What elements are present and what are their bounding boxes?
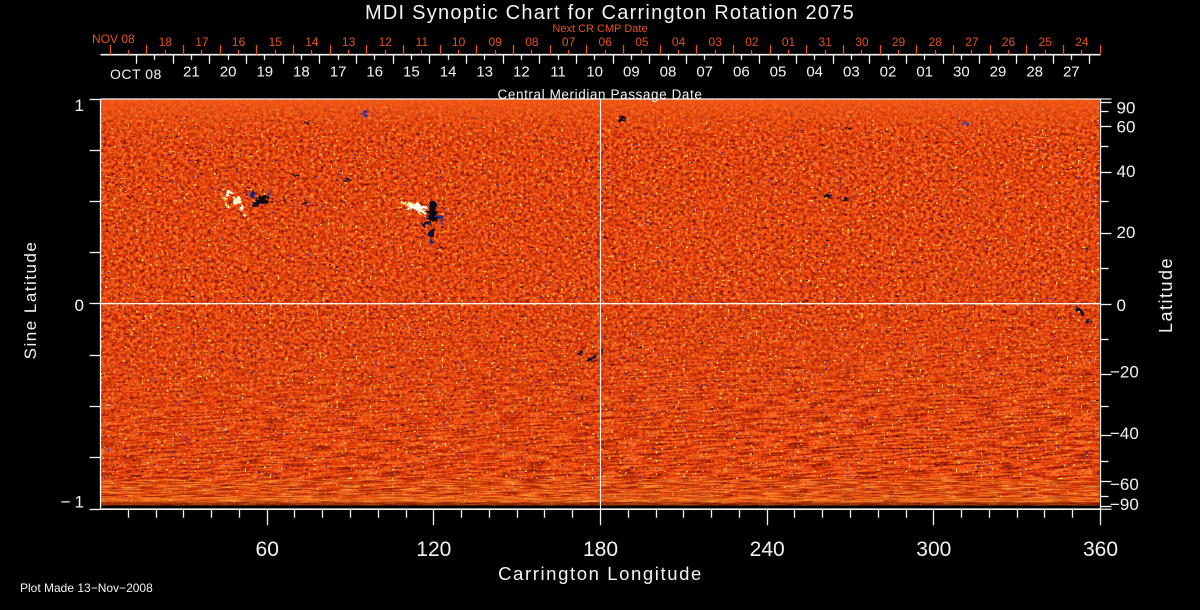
svg-text:240: 240 bbox=[750, 538, 785, 561]
svg-text:1: 1 bbox=[75, 96, 84, 115]
svg-text:15: 15 bbox=[269, 35, 283, 49]
svg-text:Plot Made 13−Nov−2008: Plot Made 13−Nov−2008 bbox=[20, 581, 153, 595]
svg-text:05: 05 bbox=[635, 35, 649, 49]
svg-text:18: 18 bbox=[159, 35, 173, 49]
svg-text:26: 26 bbox=[1002, 35, 1016, 49]
svg-text:30: 30 bbox=[953, 64, 970, 81]
svg-text:180: 180 bbox=[583, 538, 618, 561]
svg-text:03: 03 bbox=[709, 35, 723, 49]
svg-text:28: 28 bbox=[929, 35, 943, 49]
svg-text:OCT 08: OCT 08 bbox=[110, 66, 162, 82]
svg-text:28: 28 bbox=[1026, 64, 1043, 81]
svg-text:60: 60 bbox=[1117, 118, 1136, 137]
svg-text:Next CR CMP Date: Next CR CMP Date bbox=[552, 23, 647, 35]
svg-text:03: 03 bbox=[843, 64, 860, 81]
svg-text:09: 09 bbox=[623, 64, 640, 81]
svg-text:18: 18 bbox=[293, 64, 310, 81]
svg-text:29: 29 bbox=[990, 64, 1007, 81]
svg-text:120: 120 bbox=[416, 538, 451, 561]
svg-text:12: 12 bbox=[513, 64, 530, 81]
svg-text:360: 360 bbox=[1083, 538, 1118, 561]
svg-text:Latitude: Latitude bbox=[1156, 257, 1176, 333]
svg-text:13: 13 bbox=[476, 64, 493, 81]
svg-text:16: 16 bbox=[232, 35, 246, 49]
svg-text:11: 11 bbox=[416, 35, 429, 49]
svg-text:NOV 08: NOV 08 bbox=[92, 32, 135, 46]
svg-text:08: 08 bbox=[660, 64, 677, 81]
svg-text:02: 02 bbox=[745, 35, 759, 49]
svg-text:31: 31 bbox=[819, 35, 833, 49]
svg-text:90: 90 bbox=[1117, 99, 1136, 118]
svg-text:20: 20 bbox=[1117, 223, 1136, 242]
svg-text:60: 60 bbox=[256, 538, 279, 561]
svg-text:Carrington Longitude: Carrington Longitude bbox=[498, 563, 703, 584]
svg-text:20: 20 bbox=[220, 64, 237, 81]
svg-text:30: 30 bbox=[855, 35, 869, 49]
svg-text:Central Meridian Passage Date: Central Meridian Passage Date bbox=[498, 87, 703, 102]
svg-text:04: 04 bbox=[806, 64, 823, 81]
svg-text:02: 02 bbox=[880, 64, 897, 81]
svg-text:29: 29 bbox=[892, 35, 906, 49]
svg-text:MDI Synoptic Chart for Carring: MDI Synoptic Chart for Carrington Rotati… bbox=[365, 2, 855, 24]
svg-text:07: 07 bbox=[562, 35, 576, 49]
svg-text:11: 11 bbox=[550, 64, 566, 81]
svg-text:300: 300 bbox=[916, 538, 951, 561]
svg-text:14: 14 bbox=[305, 35, 319, 49]
svg-text:06: 06 bbox=[599, 35, 613, 49]
svg-text:−90: −90 bbox=[1110, 495, 1139, 514]
svg-text:17: 17 bbox=[330, 64, 347, 81]
svg-text:16: 16 bbox=[366, 64, 383, 81]
svg-text:09: 09 bbox=[489, 35, 503, 49]
svg-text:−40: −40 bbox=[1110, 424, 1139, 443]
svg-text:05: 05 bbox=[770, 64, 787, 81]
svg-text:25: 25 bbox=[1039, 35, 1053, 49]
svg-text:10: 10 bbox=[586, 64, 603, 81]
svg-text:19: 19 bbox=[256, 64, 273, 81]
svg-text:10: 10 bbox=[452, 35, 466, 49]
svg-text:Sine Latitude: Sine Latitude bbox=[21, 241, 40, 360]
svg-text:−60: −60 bbox=[1110, 475, 1139, 494]
svg-text:07: 07 bbox=[696, 64, 713, 81]
svg-text:24: 24 bbox=[1075, 35, 1089, 49]
svg-text:01: 01 bbox=[782, 35, 796, 49]
svg-text:13: 13 bbox=[342, 35, 356, 49]
svg-text:27: 27 bbox=[1063, 64, 1080, 81]
svg-text:08: 08 bbox=[525, 35, 539, 49]
svg-text:15: 15 bbox=[403, 64, 420, 81]
svg-text:21: 21 bbox=[183, 64, 200, 81]
svg-text:27: 27 bbox=[965, 35, 979, 49]
svg-text:04: 04 bbox=[672, 35, 686, 49]
svg-text:40: 40 bbox=[1117, 162, 1136, 181]
svg-text:01: 01 bbox=[916, 64, 933, 81]
svg-text:17: 17 bbox=[195, 35, 209, 49]
svg-text:12: 12 bbox=[379, 35, 393, 49]
svg-text:−20: −20 bbox=[1110, 363, 1139, 382]
svg-text:0: 0 bbox=[75, 296, 84, 315]
svg-text:06: 06 bbox=[733, 64, 750, 81]
svg-text:0: 0 bbox=[1117, 296, 1126, 315]
svg-text:14: 14 bbox=[440, 64, 457, 81]
svg-text:−1: −1 bbox=[61, 493, 88, 512]
